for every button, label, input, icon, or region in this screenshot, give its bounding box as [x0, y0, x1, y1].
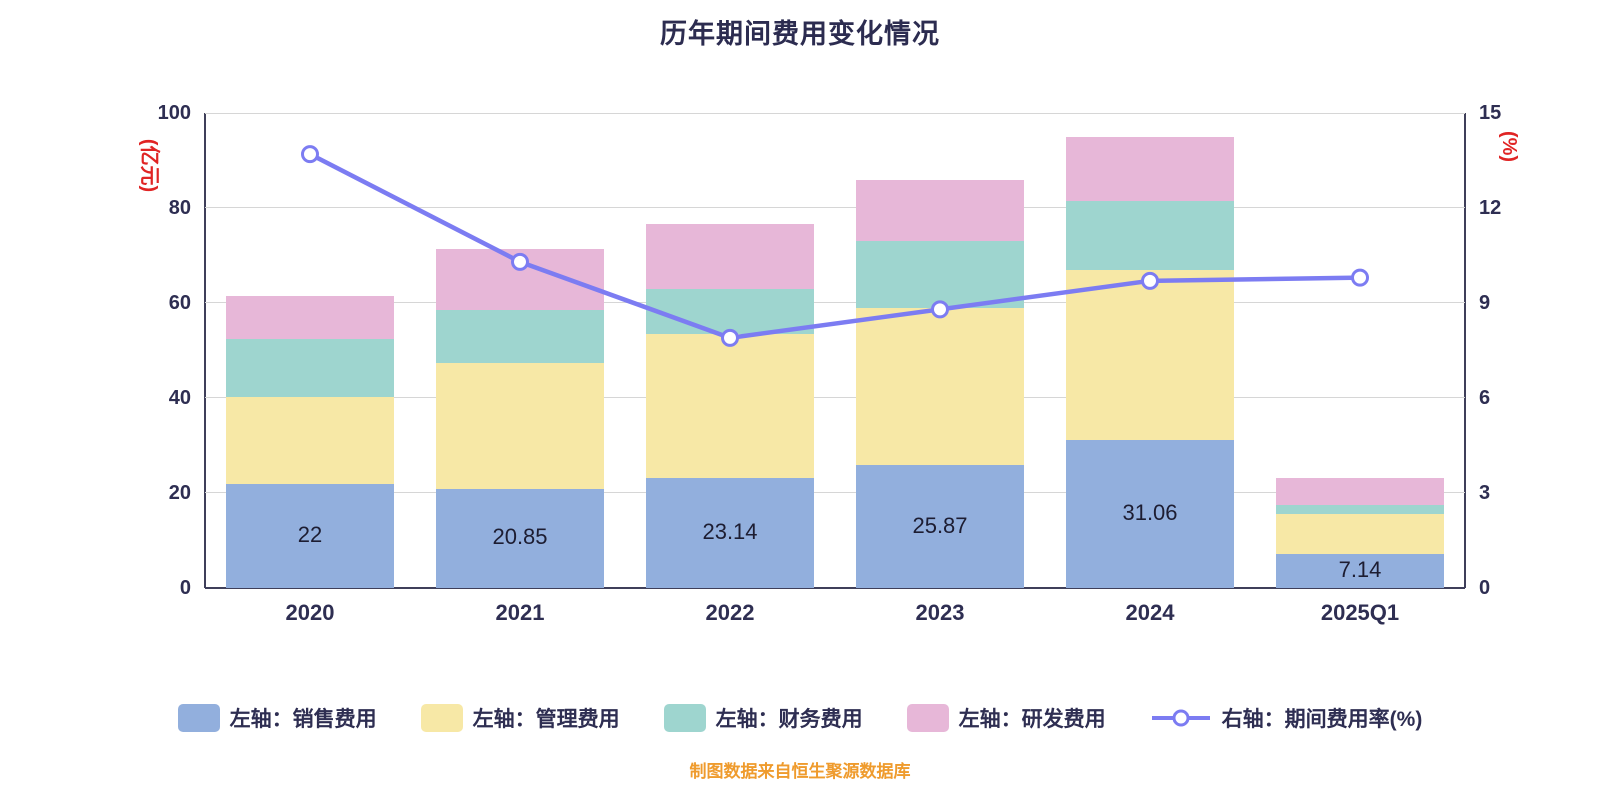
grid-line [205, 207, 1465, 208]
bar-segment [646, 333, 814, 479]
bar-segment [436, 362, 604, 489]
bar-segment [1066, 201, 1234, 270]
bar-segment [226, 397, 394, 484]
legend-item[interactable]: 右轴：期间费用率(%) [1150, 703, 1423, 733]
x-axis-tick: 2024 [1125, 600, 1175, 625]
bar-value-label: 20.85 [492, 524, 548, 550]
plot-area: (亿元) (%) 0 20 40 60 80 100 0 3 6 9 12 15 22 2020 20.85… [138, 102, 1520, 625]
bar-value-label: 31.06 [1122, 500, 1178, 526]
y-axis-tick-right: 6 [1479, 387, 1491, 409]
grid-line [205, 302, 1465, 303]
y-axis-tick-right: 0 [1479, 577, 1491, 599]
bar-value-label: 22 [297, 521, 323, 547]
y-axis-tick-right: 12 [1479, 197, 1502, 219]
y-axis-tick-right: 3 [1479, 482, 1491, 504]
legend-swatch [177, 704, 220, 732]
line-marker [1351, 268, 1369, 287]
line-marker [511, 252, 529, 271]
trend-line [307, 151, 1363, 341]
bar-segment [226, 338, 394, 398]
bar-segment [226, 483, 394, 588]
y-axis-tick-right: 9 [1479, 292, 1491, 314]
x-axis-tick: 2021 [495, 600, 545, 625]
trend-line-layer [301, 145, 1369, 347]
bar-segment [1276, 478, 1444, 505]
chart-title: 历年期间费用变化情况 [660, 19, 940, 49]
bar-segment [646, 288, 814, 334]
grid-line [205, 492, 1465, 493]
legend-item[interactable]: 左轴：研发费用 [906, 703, 1106, 733]
legend-item[interactable]: 左轴：管理费用 [420, 703, 620, 733]
x-axis-tick: 2023 [915, 600, 965, 625]
bar-segment [436, 310, 604, 363]
legend-swatch [420, 704, 463, 732]
y-axis-tick-left: 60 [168, 292, 191, 314]
y-axis-tick-left: 0 [179, 577, 191, 599]
right-axis-unit-label: (%) [1498, 130, 1521, 163]
y-axis-tick-right: 15 [1479, 102, 1502, 124]
bar-segment [1276, 554, 1444, 588]
bar-segment [226, 295, 394, 339]
legend-label: 左轴：管理费用 [472, 708, 620, 731]
y-axis-line-left [204, 113, 206, 588]
line-marker [931, 300, 949, 319]
line-marker [301, 145, 319, 164]
bar-segment [856, 241, 1024, 308]
y-axis-tick-left: 100 [157, 102, 191, 124]
y-axis-tick-left: 40 [168, 387, 191, 409]
grid-line [205, 397, 1465, 398]
legend-label: 左轴：财务费用 [715, 708, 863, 731]
bar-segment [1066, 440, 1234, 588]
legend-label: 右轴：期间费用率(%) [1221, 708, 1423, 731]
y-axis-tick-left: 80 [168, 197, 191, 219]
legend-swatch [906, 704, 949, 732]
legend-label: 左轴：销售费用 [229, 708, 377, 731]
legend-item[interactable]: 左轴：销售费用 [177, 703, 377, 733]
x-axis-tick: 2022 [705, 600, 755, 625]
y-axis-tick-left: 20 [168, 482, 191, 504]
bar-value-label: 7.14 [1338, 557, 1382, 583]
bar-segment [856, 307, 1024, 466]
bar-value-label: 23.14 [702, 519, 758, 545]
chart-footer: 制图数据来自恒生聚源数据库 [689, 762, 911, 781]
bar-segment [436, 488, 604, 588]
bar-value-label: 25.87 [912, 512, 968, 538]
legend-item[interactable]: 左轴：财务费用 [663, 703, 863, 733]
x-axis-line [205, 587, 1465, 589]
bar-segment [856, 179, 1024, 242]
legend-line-marker [1150, 705, 1212, 731]
bar-segment [1066, 269, 1234, 441]
line-marker [721, 328, 739, 347]
x-axis-tick: 2025Q1 [1320, 600, 1400, 625]
line-marker [1141, 271, 1159, 290]
left-axis-unit-label: (亿元) [138, 138, 161, 193]
bar-segment [1066, 136, 1234, 202]
legend-label: 左轴：研发费用 [958, 708, 1106, 731]
bar-segment [1276, 514, 1444, 555]
legend-swatch [663, 704, 706, 732]
grid-line [205, 113, 1465, 114]
bar-segment [1276, 504, 1444, 515]
y-axis-line-right [1464, 113, 1466, 588]
x-axis-tick: 2020 [285, 600, 335, 625]
bar-segment [856, 465, 1024, 588]
bar-segment [646, 224, 814, 289]
bar-segment [646, 478, 814, 588]
legend: 左轴：销售费用 左轴：管理费用 左轴：财务费用 左轴：研发费用 右轴：期间费用率(%) [0, 700, 1600, 736]
